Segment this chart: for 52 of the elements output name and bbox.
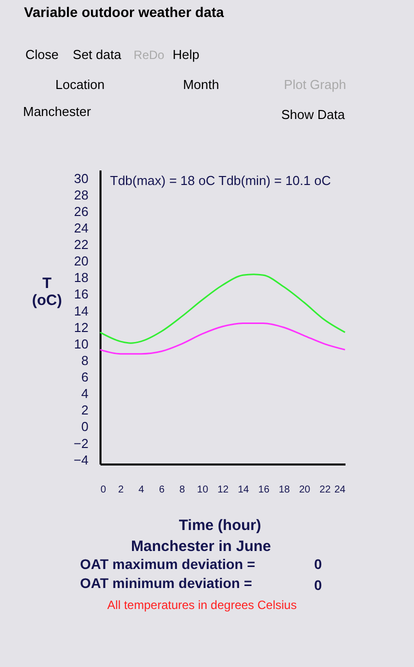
text: Set data	[72, 47, 122, 62]
x-tick-label: 4	[138, 484, 145, 496]
x-tick-label: 2	[118, 484, 124, 496]
text: All temperatures in degrees Celsius	[107, 598, 297, 612]
text: Location	[55, 77, 105, 92]
x-tick-label: 12	[217, 484, 229, 496]
y-tick-label: −2	[74, 436, 88, 451]
text: Help	[172, 47, 200, 62]
x-tick-label: 14	[238, 484, 250, 496]
text: Month	[182, 77, 220, 92]
y-tick-label: 2	[81, 402, 88, 418]
annotation: Tdb(max) = 18 oC Tdb(min) = 10.1 oC	[110, 173, 331, 188]
y-tick-label: 18	[74, 270, 88, 286]
text: OAT maximum deviation =	[80, 556, 256, 572]
text: ReDo	[134, 48, 165, 62]
x-tick-label: 0	[100, 484, 106, 496]
x-tick-label: 20	[299, 484, 311, 496]
text: Plot Graph	[284, 77, 346, 92]
line-series	[99, 322, 346, 355]
y-tick-label: 4	[81, 386, 88, 402]
text: Close	[25, 47, 59, 62]
y-tick-label: 6	[81, 370, 88, 385]
y-tick-label: 16	[74, 286, 88, 302]
chart-title: Variable outdoor weather data	[24, 4, 224, 20]
y-tick-label: 12	[74, 320, 88, 335]
x-tick-label: 8	[179, 484, 186, 496]
x-tick-label: 18	[278, 484, 290, 496]
x-tick-label: 16	[258, 484, 270, 496]
y-tick-label: 8	[81, 352, 88, 368]
text: OAT minimum deviation =	[80, 575, 252, 591]
x-axis-title: Time (hour)	[178, 517, 262, 534]
y-axis-title: T (oC)	[32, 275, 62, 309]
y-tick-label: 0	[81, 419, 88, 434]
x-tick-label: 6	[158, 484, 165, 496]
y-tick-label: 24	[74, 220, 88, 236]
y-tick-label: 30	[74, 170, 88, 186]
x-tick-label: 22	[320, 484, 332, 496]
text: 0	[314, 556, 322, 572]
text: Manchester	[23, 104, 92, 119]
y-tick-label: 26	[74, 204, 88, 219]
y-tick-label: 28	[74, 187, 88, 202]
text: 0	[314, 577, 322, 593]
y-tick-label: 10	[74, 336, 88, 352]
x-tick-label: 24	[334, 484, 346, 496]
text: Show Data	[281, 107, 346, 122]
y-tick-label: 22	[74, 237, 88, 252]
y-tick-label: 20	[74, 254, 88, 269]
x-tick-label: 10	[197, 484, 209, 496]
y-tick-label: −4	[74, 452, 88, 468]
y-tick-label: 14	[74, 303, 88, 318]
line-series	[99, 274, 346, 344]
text: Manchester in June	[130, 538, 272, 555]
